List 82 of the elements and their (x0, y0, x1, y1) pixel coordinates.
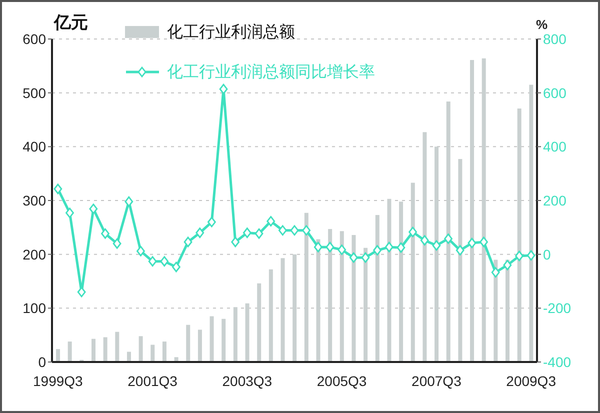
bar (150, 344, 155, 362)
point (148, 256, 157, 267)
point (420, 235, 429, 246)
y-tick-label: 600 (22, 30, 46, 47)
point (515, 250, 524, 262)
point (468, 238, 476, 248)
bar (222, 318, 226, 362)
bar (56, 349, 60, 362)
point (184, 236, 192, 248)
point (242, 228, 252, 238)
y2-tick-label: 800 (543, 30, 567, 47)
bar (138, 336, 143, 362)
x-tick-label: 2001Q3 (128, 372, 178, 389)
y2-tick-label: 400 (543, 138, 567, 155)
point (160, 256, 169, 267)
y-axis-title: 亿元 (54, 12, 88, 34)
point (384, 242, 394, 252)
x-tick-label: 2005Q3 (316, 372, 367, 389)
point (503, 260, 512, 270)
y2-tick-label: 0 (543, 246, 551, 262)
point (66, 208, 74, 218)
point (124, 196, 134, 207)
y2-axis-title: % (536, 17, 548, 32)
legend-label: 化工行业利润总额 (167, 22, 295, 42)
point (338, 244, 346, 255)
point (231, 236, 240, 248)
bar (198, 330, 202, 362)
x-tick-label: 2009Q3 (506, 372, 556, 389)
bar (68, 342, 72, 362)
point (432, 240, 441, 251)
x-tick-label: 2003Q3 (222, 372, 272, 389)
point (349, 252, 358, 263)
bar (268, 269, 273, 362)
point (219, 84, 228, 94)
point (136, 246, 145, 256)
point (89, 204, 98, 214)
point (290, 225, 299, 236)
point (444, 234, 452, 244)
y-tick-label: 0 (38, 354, 46, 370)
bar (210, 316, 214, 362)
point (207, 216, 216, 228)
point (456, 245, 464, 256)
point (112, 238, 122, 249)
point (480, 236, 488, 248)
point (54, 184, 62, 194)
point (196, 228, 204, 238)
point (314, 242, 322, 252)
bar (186, 324, 190, 362)
y-tick-label: 100 (22, 300, 46, 316)
point (526, 250, 536, 261)
point (396, 242, 406, 253)
point (326, 242, 334, 252)
bar (233, 307, 238, 362)
bar (422, 132, 427, 362)
point (77, 286, 86, 298)
point (373, 245, 382, 256)
bar (115, 332, 120, 362)
legend-label: 化工行业利润总额同比增长率 (167, 62, 375, 82)
point (302, 225, 311, 236)
point (491, 267, 500, 278)
y2-tick-label: 600 (543, 84, 567, 101)
y-tick-label: 400 (22, 138, 46, 155)
y2-tick-label: -400 (543, 354, 572, 370)
bar (458, 159, 462, 362)
point (361, 252, 370, 263)
point (408, 226, 417, 238)
point (101, 228, 110, 239)
bar (103, 337, 108, 362)
y-tick-label: 300 (22, 192, 46, 208)
point (278, 225, 287, 236)
x-tick-label: 1999Q3 (33, 372, 84, 389)
bar (162, 342, 166, 362)
point (266, 216, 276, 226)
point (254, 228, 264, 239)
y2-tick-label: -200 (543, 300, 572, 316)
bar (91, 338, 96, 362)
y2-tick-label: 200 (543, 192, 567, 208)
x-tick-label: 2007Q3 (412, 372, 462, 389)
point (172, 262, 180, 272)
bar (387, 198, 392, 362)
y-tick-label: 500 (22, 84, 46, 101)
y-tick-label: 200 (22, 246, 46, 262)
